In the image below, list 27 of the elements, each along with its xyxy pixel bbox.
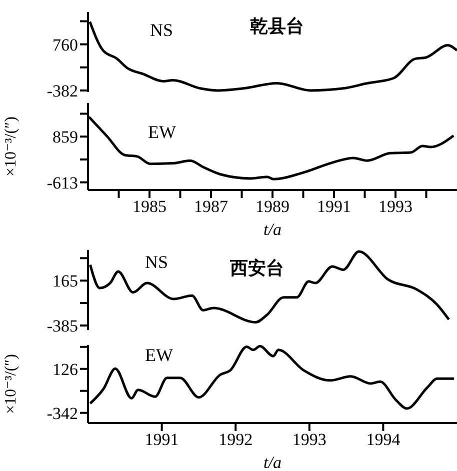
y-tick-label: 760 xyxy=(52,35,78,54)
x-tick-label: 1985 xyxy=(132,197,166,216)
y-tick-label: -382 xyxy=(46,82,78,100)
x-tick-label: 1991 xyxy=(317,197,351,216)
y-tick-label: 859 xyxy=(52,128,78,147)
y-axis-title: ×10⁻³/(″) xyxy=(2,354,20,414)
x-tick-label: 1992 xyxy=(218,430,253,450)
series-label: NS xyxy=(150,20,174,41)
text: 西安台 xyxy=(230,257,284,280)
x-tick-label: 1994 xyxy=(366,430,401,450)
x-tick-label: 1993 xyxy=(378,197,412,216)
x-axis-title: t/a xyxy=(264,220,282,239)
series-label: NS xyxy=(145,252,168,273)
x-tick-label: 1991 xyxy=(144,430,179,450)
y-axis-title: ×10⁻³/(″) xyxy=(2,116,20,177)
y-tick-label: 165 xyxy=(52,272,78,291)
x-tick-label: 1989 xyxy=(256,197,290,216)
y-tick-label: 126 xyxy=(52,360,78,379)
y-tick-label: -342 xyxy=(46,404,78,423)
series-label: EW xyxy=(148,122,176,143)
series-label: EW xyxy=(145,345,173,366)
x-tick-label: 1987 xyxy=(194,197,228,216)
y-tick-label: -613 xyxy=(46,173,78,192)
y-tick-label: -385 xyxy=(46,316,78,336)
x-tick-label: 1993 xyxy=(292,430,326,450)
chart-title: 乾县台 xyxy=(250,15,304,38)
x-axis-title: t/a xyxy=(264,453,282,471)
